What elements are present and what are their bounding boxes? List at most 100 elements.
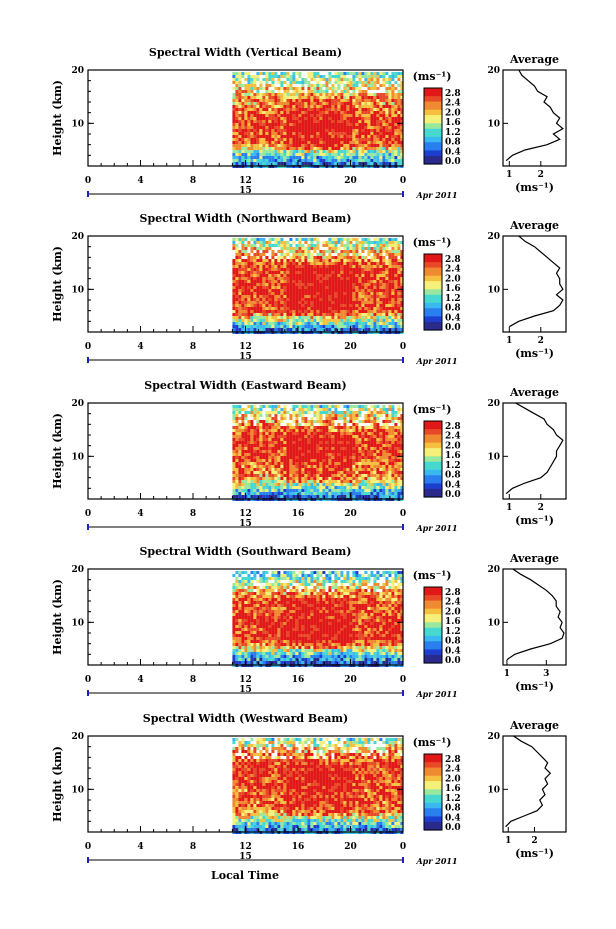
heatmap-cell bbox=[385, 156, 389, 159]
heatmap-cell bbox=[322, 325, 326, 328]
heatmap-cell bbox=[283, 301, 287, 304]
heatmap-cell bbox=[235, 477, 239, 480]
heatmap-cell bbox=[340, 150, 344, 153]
heatmap-cell bbox=[277, 459, 281, 462]
heatmap-cell bbox=[232, 459, 236, 462]
heatmap-cell bbox=[358, 411, 362, 414]
heatmap-cell bbox=[307, 72, 311, 75]
heatmap-cell bbox=[337, 435, 341, 438]
heatmap-cell bbox=[301, 102, 305, 105]
heatmap-cell bbox=[259, 147, 263, 150]
heatmap-cell bbox=[253, 405, 257, 408]
heatmap-cell bbox=[313, 159, 317, 162]
heatmap-cell bbox=[247, 274, 251, 277]
heatmap-cell bbox=[334, 111, 338, 114]
heatmap-cell bbox=[337, 274, 341, 277]
heatmap-cell bbox=[331, 93, 335, 96]
heatmap-cell bbox=[253, 123, 257, 126]
heatmap-cell bbox=[316, 256, 320, 259]
heatmap-cell bbox=[322, 322, 326, 325]
heatmap-cell bbox=[373, 126, 377, 129]
heatmap-cell bbox=[355, 298, 359, 301]
heatmap-cell bbox=[304, 313, 308, 316]
heatmap-cell bbox=[274, 301, 278, 304]
heatmap-cell bbox=[361, 99, 365, 102]
heatmap-cell bbox=[313, 84, 317, 87]
heatmap-cell bbox=[301, 250, 305, 253]
heatmap-cell bbox=[376, 316, 380, 319]
heatmap-cell bbox=[367, 414, 371, 417]
heatmap-cell bbox=[271, 453, 275, 456]
heatmap-cell bbox=[337, 417, 341, 420]
heatmap-cell bbox=[286, 301, 290, 304]
heatmap-cell bbox=[352, 295, 356, 298]
heatmap-cell bbox=[370, 96, 374, 99]
heatmap-cell bbox=[268, 438, 272, 441]
heatmap-cell bbox=[397, 328, 401, 331]
heatmap-cell bbox=[379, 129, 383, 132]
heatmap-cell bbox=[391, 99, 395, 102]
heatmap-cell bbox=[382, 304, 386, 307]
heatmap-cell bbox=[364, 328, 368, 331]
heatmap-cell bbox=[370, 423, 374, 426]
heatmap-cell bbox=[379, 256, 383, 259]
heatmap-cell bbox=[364, 144, 368, 147]
heatmap-cell bbox=[289, 135, 293, 138]
heatmap-cell bbox=[316, 96, 320, 99]
heatmap-cell bbox=[394, 153, 398, 156]
heatmap-cell bbox=[340, 304, 344, 307]
heatmap-cell bbox=[271, 423, 275, 426]
heatmap-cell bbox=[307, 405, 311, 408]
heatmap-cell bbox=[322, 459, 326, 462]
heatmap-cell bbox=[304, 328, 308, 331]
heatmap-cell bbox=[382, 96, 386, 99]
colorbar-tick-label: 2.0 bbox=[445, 108, 461, 118]
heatmap-cell bbox=[319, 459, 323, 462]
heatmap-cell bbox=[262, 289, 266, 292]
heatmap-cell bbox=[391, 444, 395, 447]
heatmap-cell bbox=[292, 132, 296, 135]
heatmap-cell bbox=[271, 441, 275, 444]
heatmap-cell bbox=[247, 465, 251, 468]
heatmap-cell bbox=[328, 328, 332, 331]
heatmap-cell bbox=[379, 301, 383, 304]
heatmap-cell bbox=[268, 411, 272, 414]
heatmap-cell bbox=[250, 325, 254, 328]
heatmap-cell bbox=[373, 105, 377, 108]
heatmap-cell bbox=[343, 271, 347, 274]
heatmap-cell bbox=[289, 474, 293, 477]
heatmap-cell bbox=[319, 411, 323, 414]
heatmap-cell bbox=[265, 265, 269, 268]
colorbar-segment bbox=[424, 93, 442, 97]
heatmap-cell bbox=[343, 150, 347, 153]
heatmap-cell bbox=[313, 238, 317, 241]
heatmap-cell bbox=[280, 153, 284, 156]
heatmap-cell bbox=[376, 78, 380, 81]
heatmap-cell bbox=[268, 78, 272, 81]
day-label: 15 bbox=[239, 352, 252, 362]
heatmap-cell bbox=[253, 105, 257, 108]
heatmap-cell bbox=[271, 126, 275, 129]
heatmap-cell bbox=[355, 75, 359, 78]
heatmap-cell bbox=[274, 280, 278, 283]
heatmap-cell bbox=[379, 153, 383, 156]
panel-3: Spectral Width (Eastward Beam)Height (km… bbox=[51, 379, 567, 533]
heatmap-cell bbox=[325, 405, 329, 408]
heatmap-cell bbox=[397, 99, 401, 102]
heatmap-cell bbox=[244, 250, 248, 253]
heatmap-cell bbox=[280, 325, 284, 328]
heatmap-cell bbox=[373, 244, 377, 247]
heatmap-cell bbox=[373, 138, 377, 141]
heatmap-cell bbox=[358, 435, 362, 438]
heatmap-cell bbox=[298, 319, 302, 322]
heatmap-cell bbox=[316, 87, 320, 90]
heatmap-cell bbox=[286, 295, 290, 298]
heatmap-cell bbox=[316, 465, 320, 468]
heatmap-cell bbox=[334, 417, 338, 420]
heatmap-cell bbox=[301, 271, 305, 274]
heatmap-cell bbox=[286, 325, 290, 328]
heatmap-cell bbox=[394, 274, 398, 277]
heatmap-cell bbox=[238, 444, 242, 447]
heatmap-cell bbox=[277, 468, 281, 471]
heatmap-cell bbox=[283, 102, 287, 105]
